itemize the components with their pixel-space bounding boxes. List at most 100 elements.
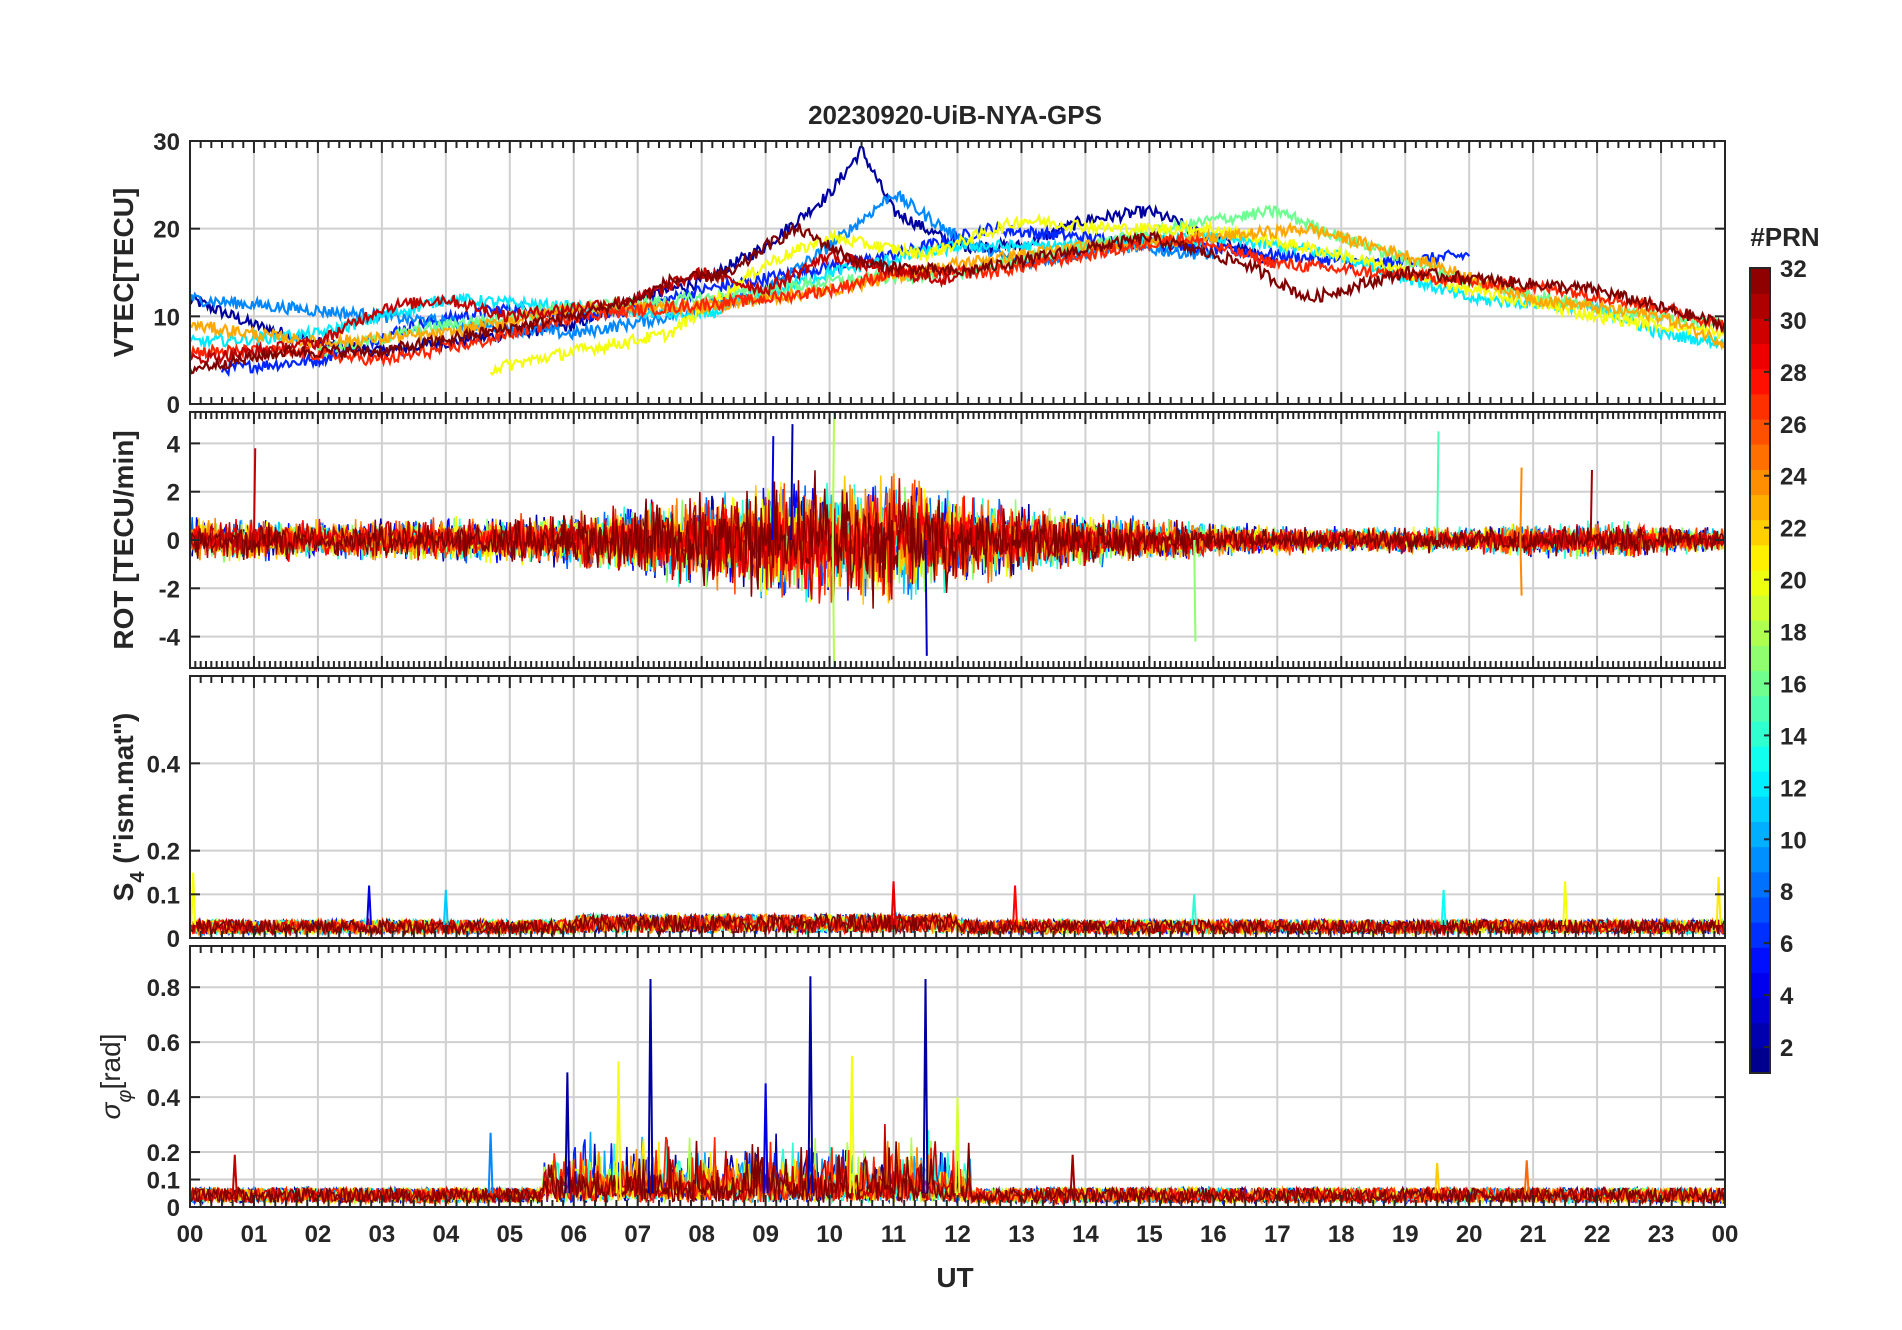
colorbar-tick-label: 12 <box>1780 775 1807 802</box>
spike <box>442 889 449 925</box>
colorbar-swatch <box>1750 368 1770 395</box>
rot-spike <box>831 539 836 668</box>
vtec-series-prn-30 <box>190 248 959 366</box>
y-tick-label: 0.4 <box>147 751 181 778</box>
y-axis-label: S4 ("ism.mat") <box>108 713 149 902</box>
spike <box>849 1055 855 1194</box>
spike <box>807 976 814 1194</box>
y-tick-label: 0.4 <box>147 1085 181 1112</box>
colorbar-swatch <box>1750 645 1770 672</box>
spike <box>190 872 197 925</box>
colorbar-swatch <box>1750 846 1770 873</box>
x-ticks <box>189 946 1726 1207</box>
colorbar-swatch <box>1750 469 1770 496</box>
x-axis-label: UT <box>936 1262 973 1293</box>
colorbar-tick-label: 20 <box>1780 568 1807 595</box>
y-tick-label: 0.1 <box>147 1168 180 1195</box>
colorbar-swatch <box>1750 318 1770 345</box>
y-tick-label: -2 <box>159 576 180 603</box>
colorbar-swatch <box>1750 444 1770 470</box>
y-tick-label: 0 <box>167 392 180 419</box>
x-tick-label: 16 <box>1200 1221 1227 1248</box>
x-tick-label: 05 <box>496 1221 523 1248</box>
colorbar-tick-label: 32 <box>1780 256 1807 283</box>
x-tick-label: 11 <box>881 1221 906 1248</box>
spike <box>922 978 929 1194</box>
figure-title: 20230920-UiB-NYA-GPS <box>808 100 1102 130</box>
spike <box>1562 881 1569 925</box>
colorbar-title: #PRN <box>1750 222 1819 252</box>
y-tick-label: 0 <box>167 528 180 555</box>
colorbar-swatch <box>1750 268 1770 294</box>
spike <box>890 881 897 925</box>
x-tick-label: 02 <box>305 1221 332 1248</box>
x-tick-label: 04 <box>432 1221 459 1248</box>
colorbar-tick-label: 16 <box>1780 671 1807 698</box>
colorbar-swatch <box>1750 947 1770 973</box>
spike <box>762 1083 769 1194</box>
colorbar-swatch <box>1750 720 1770 747</box>
x-tick-label: 06 <box>560 1221 587 1248</box>
spike <box>615 1061 622 1194</box>
colorbar-swatch <box>1750 821 1770 848</box>
colorbar-swatch <box>1750 972 1770 999</box>
spike <box>1434 1162 1441 1194</box>
y-tick-label: 20 <box>153 217 180 244</box>
y-axis-label: VTEC[TECU] <box>108 188 139 358</box>
colorbar-swatch <box>1750 494 1770 521</box>
rot-series-prn-32 <box>190 470 1725 609</box>
x-tick-label: 09 <box>752 1221 779 1248</box>
colorbar-swatch <box>1750 418 1770 445</box>
colorbar-swatch <box>1750 569 1770 596</box>
y-tick-label: 0 <box>167 1195 180 1222</box>
x-ticks <box>189 412 1726 668</box>
panel-3: 0 0.1 0.2 0.4S4 ("ism.mat") <box>108 675 1726 953</box>
panel-1: 0 10 20 30 VTEC[TECU] <box>108 129 1726 419</box>
spike <box>1191 894 1198 925</box>
x-tick-label: 19 <box>1392 1221 1419 1248</box>
panel-4: 00.10.2 0.4 0.6 0.8 σφ[rad] 00 01 02 03 04 05 06 07 0… <box>95 945 1738 1248</box>
colorbar-tick-label: 22 <box>1780 516 1807 543</box>
rot-spike <box>924 539 928 656</box>
spike <box>1012 885 1018 925</box>
colorbar-swatch <box>1750 896 1770 923</box>
x-tick-label: 18 <box>1328 1221 1355 1248</box>
panel-2: -4 -2 0 2 4 ROT [TECU/min] <box>108 411 1726 669</box>
x-ticks <box>189 676 1726 938</box>
colorbar-swatch <box>1750 1022 1770 1049</box>
x-tick-label: 08 <box>688 1221 715 1248</box>
colorbar-swatch <box>1750 871 1770 898</box>
spike <box>1715 876 1722 925</box>
spike <box>1523 1160 1530 1194</box>
rot-spike <box>771 436 775 541</box>
spike <box>1440 889 1447 925</box>
colorbar-swatch <box>1750 393 1770 420</box>
colorbar-swatch <box>1750 1047 1770 1074</box>
colorbar-swatch <box>1750 343 1770 370</box>
y-tick-label: 0.6 <box>147 1030 180 1057</box>
colorbar-swatch <box>1750 771 1770 797</box>
spike <box>564 1072 571 1194</box>
colorbar-frame <box>1749 267 1771 1074</box>
x-tick-label: 21 <box>1520 1221 1547 1248</box>
y-tick-label: 30 <box>153 129 180 156</box>
y-axis-label: σφ[rad] <box>95 1034 136 1120</box>
spike <box>1069 1154 1076 1194</box>
y-tick-label: 0.2 <box>147 1140 180 1167</box>
vtec-series-prn-27 <box>190 231 1725 368</box>
colorbar-swatch <box>1750 595 1770 621</box>
y-tick-label: 2 <box>167 480 180 507</box>
colorbar-tick-label: 18 <box>1780 620 1807 647</box>
plot-area <box>190 145 1725 378</box>
x-tick-label: 23 <box>1648 1221 1675 1248</box>
x-tick-label: 07 <box>624 1221 651 1248</box>
y-tick-label: 0.1 <box>147 882 180 909</box>
x-tick-label: 10 <box>816 1221 843 1248</box>
vtec-series-prn-32 <box>190 222 1725 375</box>
x-tick-label: 15 <box>1136 1221 1163 1248</box>
rot-spike <box>1519 467 1523 541</box>
rot-spike <box>790 424 794 541</box>
colorbar-swatch <box>1750 922 1770 948</box>
